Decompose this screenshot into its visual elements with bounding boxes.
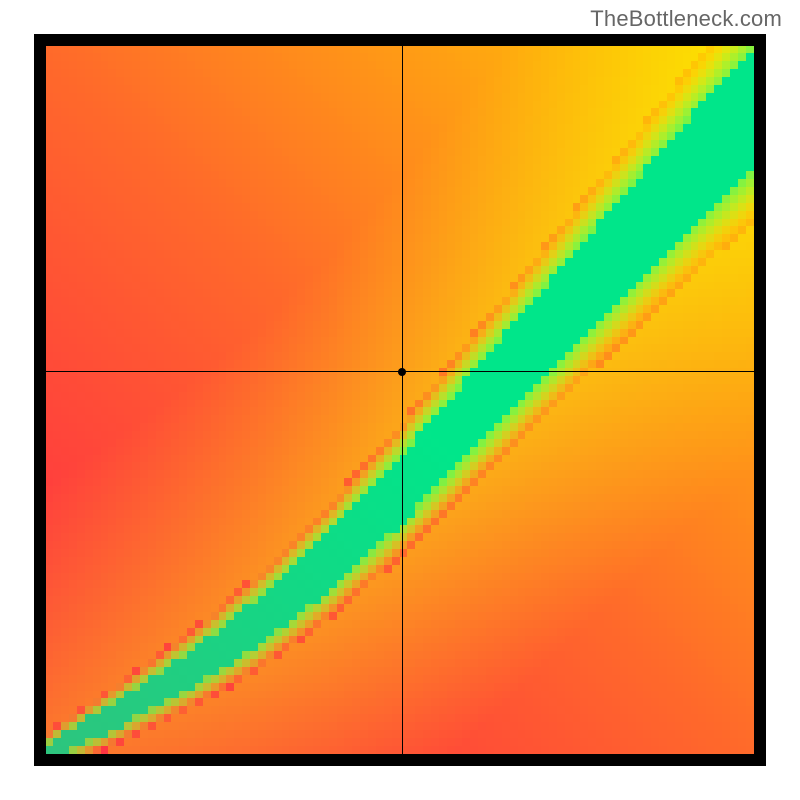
- plot-frame: [34, 34, 766, 766]
- attribution-text: TheBottleneck.com: [590, 6, 782, 32]
- crosshair-vertical: [402, 46, 403, 754]
- crosshair-dot: [398, 368, 406, 376]
- heatmap-canvas: [46, 46, 754, 754]
